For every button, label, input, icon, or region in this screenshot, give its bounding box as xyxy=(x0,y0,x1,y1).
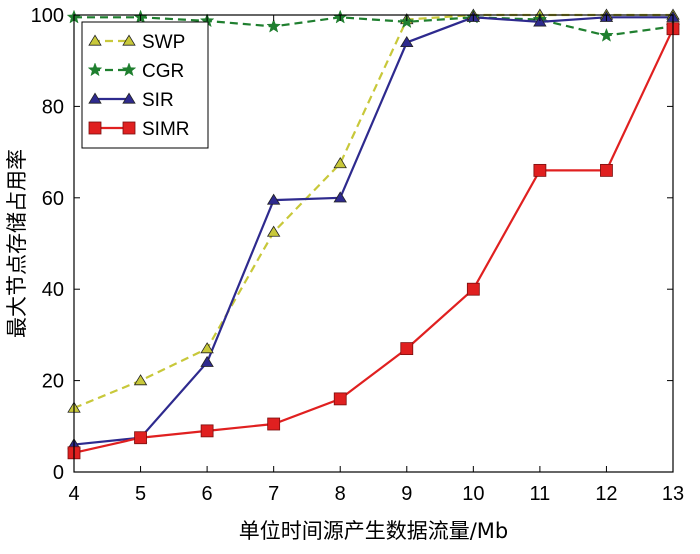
x-tick-label: 5 xyxy=(135,483,146,505)
data-point-simr xyxy=(200,424,214,438)
y-tick-label: 80 xyxy=(42,96,64,118)
data-point-cgr xyxy=(399,14,415,29)
legend-marker-sir xyxy=(122,92,136,104)
data-point-simr xyxy=(600,163,613,177)
data-point-sir xyxy=(200,355,214,367)
series-line-cgr xyxy=(74,16,674,37)
legend-marker-swp xyxy=(122,34,136,46)
legend-marker-simr xyxy=(88,121,102,135)
series-line-sir xyxy=(73,16,673,446)
x-tick-label: 7 xyxy=(268,483,279,505)
legend-marker-cgr xyxy=(121,62,137,77)
x-axis-tick-labels: 4 5 6 7 8 9 10 11 12 13 xyxy=(68,483,684,505)
data-point-simr xyxy=(267,417,281,431)
y-axis-title: 最大节点存储占用率 xyxy=(5,149,29,338)
x-tick-label: 10 xyxy=(462,483,484,505)
legend-label-sir: SIR xyxy=(142,90,174,111)
plot-area-frame xyxy=(73,14,674,473)
data-point-cgr xyxy=(599,27,614,42)
legend-marker-swp xyxy=(88,34,102,46)
data-point-swp xyxy=(200,342,214,354)
y-tick-label: 60 xyxy=(42,188,64,210)
legend-label-simr: SIMR xyxy=(142,119,190,140)
y-tick-label: 40 xyxy=(42,279,64,301)
data-point-sir xyxy=(333,191,347,203)
series-line-simr xyxy=(73,28,674,454)
x-axis-title: 单位时间源产生数据流量/Mb xyxy=(239,519,509,543)
data-point-swp xyxy=(266,225,281,237)
legend-label-cgr: CGR xyxy=(142,61,184,82)
data-point-simr xyxy=(400,342,414,356)
y-tick-label: 0 xyxy=(53,462,64,484)
x-tick-label: 13 xyxy=(662,483,684,505)
legend-label-swp: SWP xyxy=(142,32,185,53)
data-point-simr xyxy=(134,431,147,445)
x-tick-label: 6 xyxy=(202,483,213,505)
legend: SWP CGR SIR SIMR xyxy=(81,21,209,149)
data-point-sir xyxy=(533,15,547,27)
legend-marker-simr xyxy=(122,121,136,135)
series-line-swp xyxy=(73,13,673,410)
legend-marker-cgr xyxy=(87,62,103,77)
x-tick-label: 11 xyxy=(530,483,551,505)
y-tick-label: 20 xyxy=(42,371,64,393)
x-tick-label: 9 xyxy=(401,483,412,505)
y-axis-tick-labels: 0 20 40 60 80 100 xyxy=(31,5,64,484)
data-point-sir xyxy=(400,35,414,48)
data-point-sir xyxy=(266,193,281,205)
legend-marker-sir xyxy=(88,92,102,104)
data-point-swp xyxy=(133,374,148,386)
data-point-simr xyxy=(466,282,480,296)
x-tick-label: 4 xyxy=(68,483,79,505)
data-point-simr xyxy=(333,392,347,406)
data-point-cgr xyxy=(266,18,281,33)
x-tick-label: 8 xyxy=(335,483,346,505)
data-point-simr xyxy=(533,163,547,177)
axis-ticks xyxy=(73,14,674,473)
y-tick-label: 100 xyxy=(31,5,64,27)
data-point-swp xyxy=(333,157,347,169)
plot-series-layer xyxy=(73,13,674,454)
x-tick-label: 12 xyxy=(595,483,617,505)
